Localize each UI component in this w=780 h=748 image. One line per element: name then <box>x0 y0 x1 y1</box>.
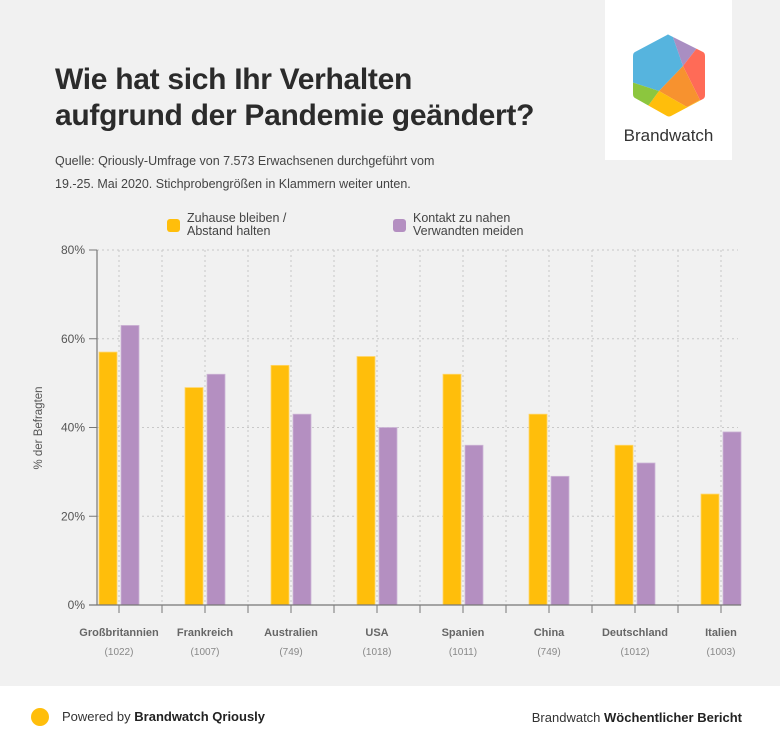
y-tick-label: 0% <box>68 598 86 612</box>
logo-segment-yellow <box>633 91 705 117</box>
x-category-label: USA <box>365 627 388 639</box>
footer-dot-icon <box>31 708 49 726</box>
report-title: Wöchentlicher Bericht <box>604 710 742 725</box>
brandwatch-logo: Brandwatch <box>605 0 732 160</box>
legend-label-line: Zuhause bleiben / <box>187 211 287 225</box>
y-tick-label: 60% <box>61 332 85 346</box>
legend-swatch-purple <box>393 218 406 232</box>
legend-item-stay-home: Zuhause bleiben / Abstand halten <box>167 212 286 238</box>
x-sample-size-label: (749) <box>537 647 560 658</box>
page-title: Wie hat sich Ihr Verhalten aufgrund der … <box>55 62 595 134</box>
bar-avoid-relatives <box>722 431 742 606</box>
x-sample-size-label: (1012) <box>621 647 650 658</box>
x-category-label: China <box>534 627 565 639</box>
legend-swatch-yellow <box>167 218 180 232</box>
bar-stay-home <box>184 387 204 606</box>
x-sample-size-label: (1011) <box>449 647 477 658</box>
bars <box>98 325 742 606</box>
legend-label-line: Abstand halten <box>187 224 271 238</box>
bar-stay-home <box>98 351 118 606</box>
bar-stay-home <box>442 373 462 606</box>
brandwatch-hexagon-logo-icon <box>633 34 705 117</box>
powered-by: Powered by Brandwatch Qriously <box>62 709 265 724</box>
bar-avoid-relatives <box>120 325 140 606</box>
axes <box>89 249 741 613</box>
legend-item-avoid-relatives: Kontakt zu nahen Verwandten meiden <box>393 212 524 238</box>
bar-stay-home <box>270 364 290 606</box>
x-category-label: Australien <box>264 627 318 639</box>
bar-stay-home <box>528 413 548 606</box>
y-axis-title: % der Befragten <box>33 386 45 469</box>
logo-segment-red <box>683 40 705 110</box>
legend-label-line: Kontakt zu nahen <box>413 211 511 225</box>
footer: Powered by Brandwatch Qriously Brandwatc… <box>0 686 780 748</box>
report-prefix: Brandwatch <box>531 710 605 725</box>
title-line: aufgrund der Pandemie geändert? <box>55 99 535 132</box>
bar-chart: 0% 20% 40% 60% 80% Großbritannien (1022) Frankr… <box>33 243 742 658</box>
x-category-label: Frankreich <box>177 627 234 639</box>
bar-avoid-relatives <box>636 462 656 606</box>
powered-by-prefix: Powered by <box>62 709 135 724</box>
x-category-label: Italien <box>705 627 737 639</box>
bar-avoid-relatives <box>206 373 226 606</box>
axis-labels: 0% 20% 40% 60% 80% Großbritannien (1022) Frankr… <box>61 243 737 658</box>
logo-wordmark: Brandwatch <box>623 126 714 145</box>
x-category-label: Spanien <box>442 627 485 639</box>
legend-label-line: Verwandten meiden <box>413 224 524 238</box>
report-name: Brandwatch Wöchentlicher Bericht <box>532 710 742 725</box>
bar-stay-home <box>700 493 720 606</box>
legend-label: Kontakt zu nahen Verwandten meiden <box>413 212 524 238</box>
logo-segment-orange <box>659 66 700 107</box>
powered-by-brand: Brandwatch Qriously <box>134 709 266 724</box>
legend-label: Zuhause bleiben / Abstand halten <box>187 212 286 238</box>
gridlines <box>97 249 738 605</box>
x-sample-size-label: (1007) <box>191 647 220 658</box>
bar-avoid-relatives <box>378 427 398 606</box>
bar-avoid-relatives <box>292 413 312 606</box>
y-tick-label: 80% <box>61 243 85 257</box>
bar-avoid-relatives <box>550 475 570 606</box>
y-tick-label: 40% <box>61 421 85 435</box>
bar-stay-home <box>356 356 376 606</box>
bar-avoid-relatives <box>464 444 484 606</box>
bar-stay-home <box>614 444 634 606</box>
y-tick-label: 20% <box>61 509 85 523</box>
x-category-label: Großbritannien <box>79 627 159 639</box>
x-category-label: Deutschland <box>602 627 668 639</box>
source-note-line: 19.-25. Mai 2020. Stichprobengrößen in K… <box>55 177 411 191</box>
x-sample-size-label: (1022) <box>105 647 134 658</box>
source-note-line: Quelle: Qriously-Umfrage von 7.573 Erwac… <box>55 154 435 168</box>
x-sample-size-label: (1018) <box>363 647 392 658</box>
source-note: Quelle: Qriously-Umfrage von 7.573 Erwac… <box>55 150 575 196</box>
x-sample-size-label: (1003) <box>707 647 736 658</box>
title-line: Wie hat sich Ihr Verhalten <box>55 63 413 96</box>
x-sample-size-label: (749) <box>279 647 302 658</box>
